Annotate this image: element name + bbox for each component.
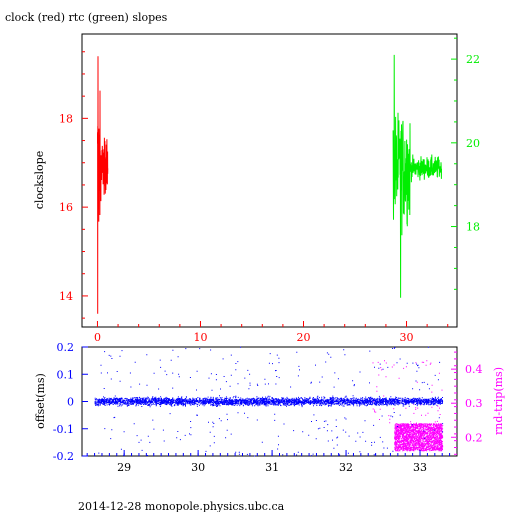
bottom-x-tick-label: 32 xyxy=(339,461,353,474)
offset-series xyxy=(94,346,444,457)
top-y2-tick-label: 20 xyxy=(466,137,480,150)
top-x-tick-label: 20 xyxy=(296,331,310,344)
bottom-x-tick-label: 31 xyxy=(265,461,279,474)
bottom-y-tick-label: 0.1 xyxy=(57,368,75,381)
bottom-y-tick-label: 0.2 xyxy=(57,341,75,354)
bottom-y2-axis-label: rnd-trip(ms) xyxy=(492,367,505,435)
footer-caption: 2014-12-28 monopole.physics.ubc.ca xyxy=(78,500,285,512)
top-x-tick-label: 0 xyxy=(94,331,101,344)
top-x-tick-label: 10 xyxy=(193,331,207,344)
rtc-slope-series xyxy=(392,54,442,298)
bottom-y-tick-label: -0.1 xyxy=(53,423,74,436)
bottom-x-tick-label: 30 xyxy=(191,461,205,474)
slopes-chart: clock (red) rtc (green) slopes 0 10 20 30 14… xyxy=(5,11,480,344)
top-chart-title: clock (red) rtc (green) slopes xyxy=(5,11,168,24)
bottom-y-tick-label: -0.2 xyxy=(53,450,74,463)
bottom-y2-tick-label: 0.2 xyxy=(465,431,483,444)
top-y-tick-label: 14 xyxy=(59,290,73,303)
top-y2-tick-label: 22 xyxy=(466,53,480,66)
top-plot-frame xyxy=(81,33,458,328)
top-x-tick-label: 30 xyxy=(400,331,414,344)
bottom-y2-tick-label: 0.4 xyxy=(465,363,483,376)
bottom-x-tick-label: 33 xyxy=(413,461,427,474)
top-y-tick-label: 16 xyxy=(59,201,73,214)
top-y2-tick-label: 18 xyxy=(466,221,480,234)
bottom-y-tick-label: 0 xyxy=(67,396,74,409)
top-y-tick-label: 18 xyxy=(59,112,73,125)
rnd-trip-series xyxy=(372,360,444,452)
top-y-axis-label: clockslope xyxy=(33,151,46,209)
bottom-x-tick-label: 29 xyxy=(117,461,131,474)
bottom-y-axis-label: offset(ms) xyxy=(34,373,47,429)
offset-chart: 29 30 31 32 33 -0.2 -0.1 0 0.1 0.2 0.2 0.3 0.4 offse… xyxy=(34,341,505,474)
bottom-y2-tick-label: 0.3 xyxy=(465,397,483,410)
clock-slope-series xyxy=(97,56,109,314)
